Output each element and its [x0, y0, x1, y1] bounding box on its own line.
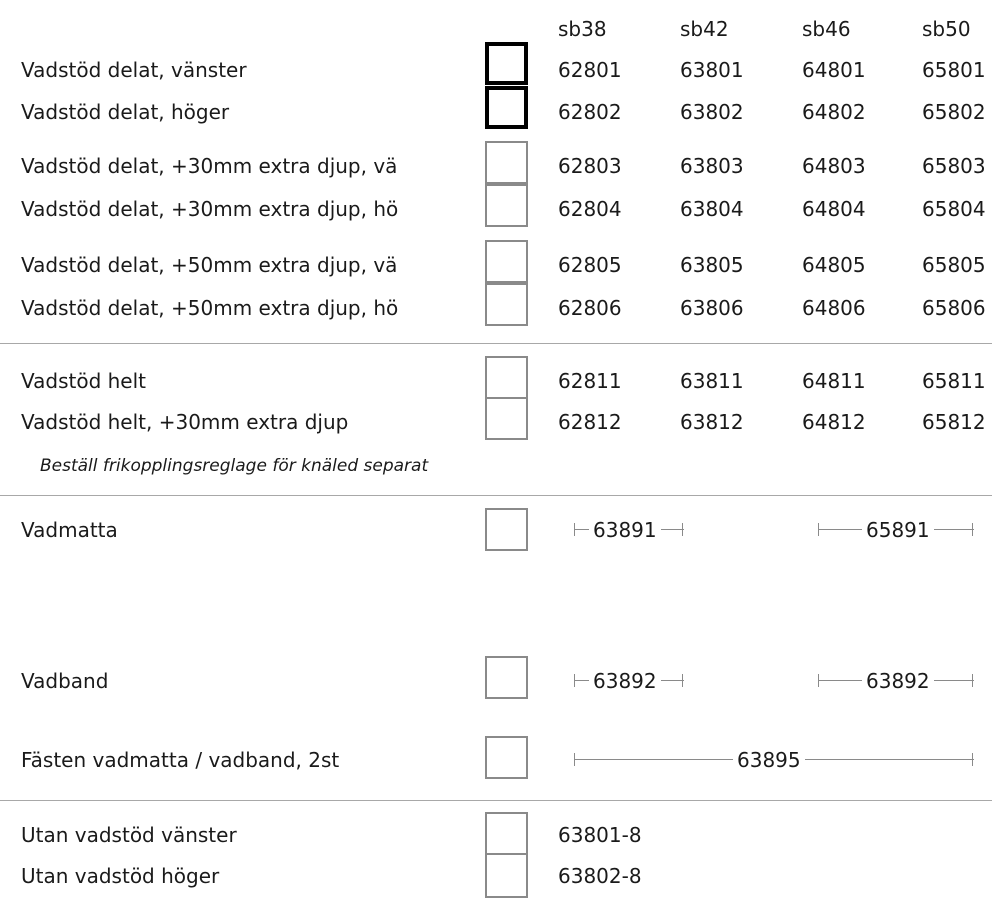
article-number: 63803	[680, 154, 744, 178]
article-number: 62811	[558, 369, 622, 393]
article-number: 63812	[680, 410, 744, 434]
row-label: Vadmatta	[21, 518, 118, 542]
checkbox-utan-vadstod-vanster[interactable]	[485, 812, 528, 855]
dimension-span: 65891	[818, 518, 974, 542]
column-header-sb42: sb42	[680, 17, 729, 41]
article-number: 63892	[589, 669, 661, 693]
article-number: 65801	[922, 58, 986, 82]
divider	[0, 800, 992, 801]
article-number: 65805	[922, 253, 986, 277]
article-number: 65891	[862, 518, 934, 542]
row-label: Utan vadstöd vänster	[21, 823, 237, 847]
checkbox-vadband[interactable]	[485, 656, 528, 699]
row-label: Vadstöd delat, +30mm extra djup, hö	[21, 197, 399, 221]
article-number: 64802	[802, 100, 866, 124]
checkbox-vadstod-helt[interactable]	[485, 356, 528, 399]
article-number: 64806	[802, 296, 866, 320]
checkbox-vadstod-delat-30-ho[interactable]	[485, 184, 528, 227]
article-number: 62801	[558, 58, 622, 82]
article-number: 65811	[922, 369, 986, 393]
row-label: Vadstöd delat, vänster	[21, 58, 247, 82]
article-number: 63891	[589, 518, 661, 542]
article-number: 62803	[558, 154, 622, 178]
article-number: 65803	[922, 154, 986, 178]
dimension-span: 63895	[574, 748, 974, 772]
article-number: 63811	[680, 369, 744, 393]
checkbox-vadstod-delat-50-va[interactable]	[485, 240, 528, 283]
note-text: Beställ frikopplingsreglage för knäled s…	[40, 456, 429, 476]
article-number: 63805	[680, 253, 744, 277]
row-label: Utan vadstöd höger	[21, 864, 220, 888]
article-number: 65806	[922, 296, 986, 320]
checkbox-utan-vadstod-hoger[interactable]	[485, 853, 528, 898]
article-number: 65812	[922, 410, 986, 434]
article-number: 62805	[558, 253, 622, 277]
row-label: Vadstöd delat, +30mm extra djup, vä	[21, 154, 398, 178]
row-label: Vadstöd helt	[21, 369, 147, 393]
article-number: 64804	[802, 197, 866, 221]
row-label: Fästen vadmatta / vadband, 2st	[21, 748, 340, 772]
row-label: Vadband	[21, 669, 109, 693]
article-number: 63804	[680, 197, 744, 221]
article-number: 63802	[680, 100, 744, 124]
divider	[0, 343, 992, 344]
row-label: Vadstöd delat, höger	[21, 100, 230, 124]
article-number: 65804	[922, 197, 986, 221]
dimension-span: 63891	[574, 518, 684, 542]
checkbox-vadstod-delat-vanster[interactable]	[485, 42, 528, 85]
dimension-span: 63892	[818, 669, 974, 693]
row-label: Vadstöd helt, +30mm extra djup	[21, 410, 349, 434]
divider	[0, 495, 992, 496]
dimension-span: 63892	[574, 669, 684, 693]
article-number: 63892	[862, 669, 934, 693]
article-number: 62804	[558, 197, 622, 221]
column-header-sb38: sb38	[558, 17, 607, 41]
article-number: 62812	[558, 410, 622, 434]
article-number: 64811	[802, 369, 866, 393]
article-number: 64801	[802, 58, 866, 82]
article-number: 63895	[733, 748, 805, 772]
column-header-sb46: sb46	[802, 17, 851, 41]
article-number: 62802	[558, 100, 622, 124]
article-number: 63801-8	[558, 823, 642, 847]
article-number: 63806	[680, 296, 744, 320]
checkbox-vadstod-delat-50-ho[interactable]	[485, 283, 528, 326]
checkbox-vadstod-delat-hoger[interactable]	[485, 86, 528, 129]
article-number: 63802-8	[558, 864, 642, 888]
checkbox-vadstod-helt-30[interactable]	[485, 397, 528, 440]
checkbox-vadmatta[interactable]	[485, 508, 528, 551]
row-label: Vadstöd delat, +50mm extra djup, vä	[21, 253, 398, 277]
article-number: 62806	[558, 296, 622, 320]
article-number: 64812	[802, 410, 866, 434]
checkbox-vadstod-delat-30-va[interactable]	[485, 141, 528, 184]
article-number: 63801	[680, 58, 744, 82]
article-number: 65802	[922, 100, 986, 124]
article-number: 64803	[802, 154, 866, 178]
article-number: 64805	[802, 253, 866, 277]
column-header-sb50: sb50	[922, 17, 971, 41]
checkbox-fasten[interactable]	[485, 736, 528, 779]
row-label: Vadstöd delat, +50mm extra djup, hö	[21, 296, 399, 320]
